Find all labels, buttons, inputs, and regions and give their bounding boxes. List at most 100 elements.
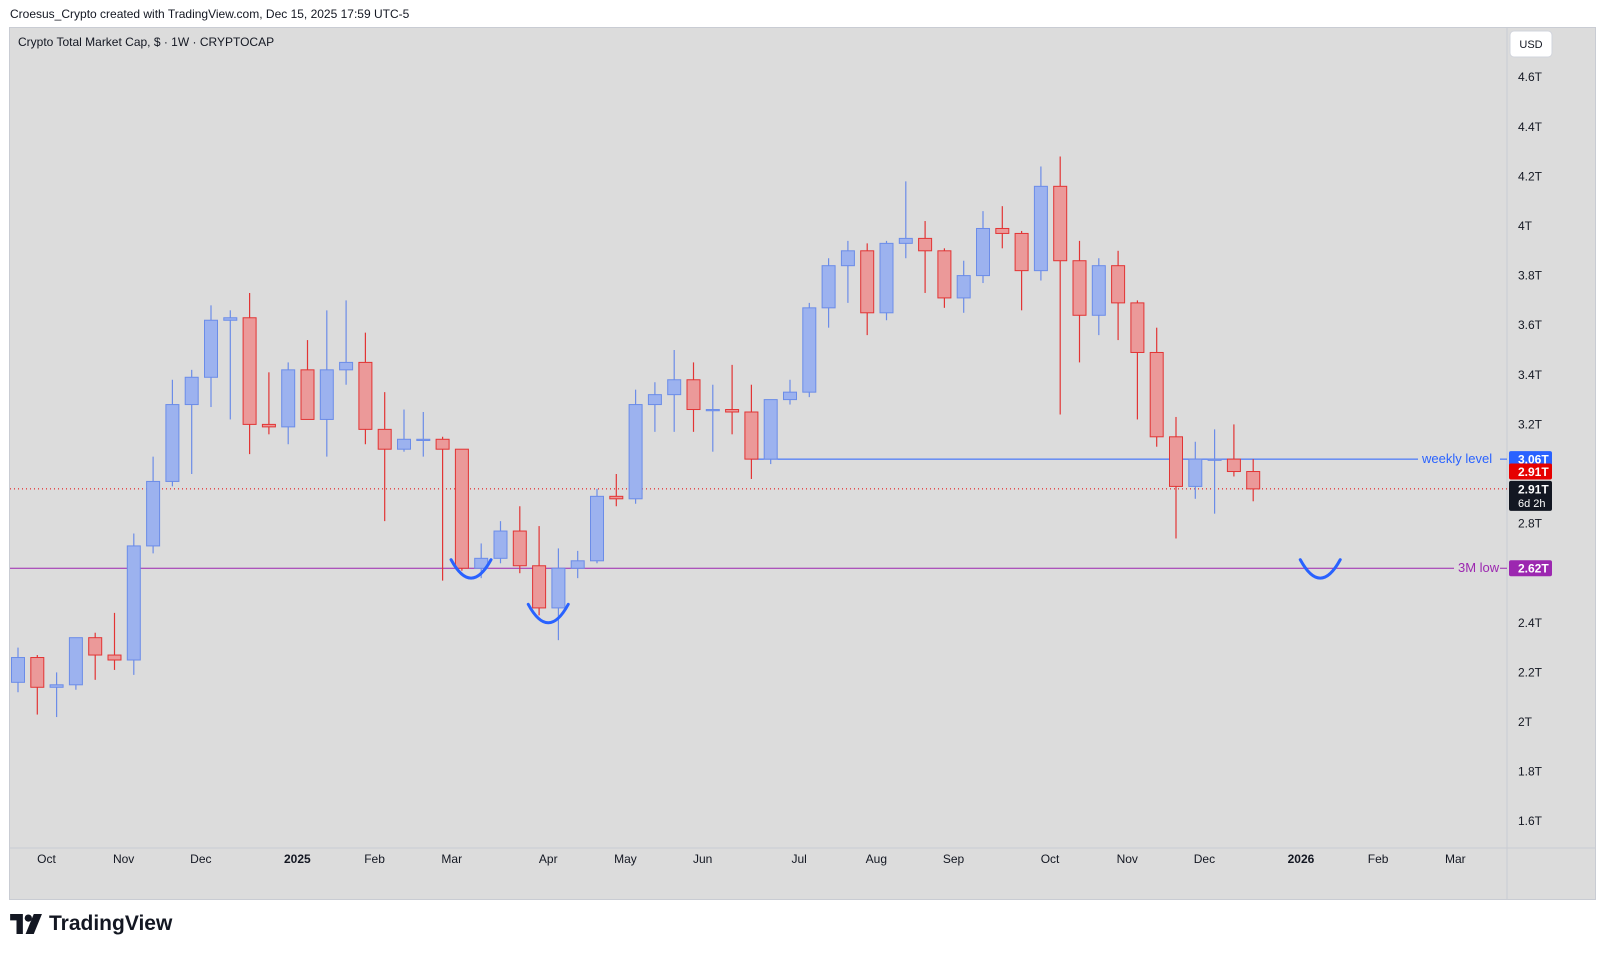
x-tick-label: Aug — [866, 852, 887, 866]
candle-body — [319, 369, 334, 420]
arc-march — [449, 558, 493, 580]
candle-body — [339, 361, 354, 371]
candle-body — [898, 237, 913, 244]
currency-button[interactable]: USD — [1509, 30, 1553, 58]
y-tick-label: 2.4T — [1518, 616, 1543, 630]
candle-body — [840, 250, 855, 267]
candle — [242, 292, 257, 455]
candle-body — [1130, 302, 1145, 353]
arc-projection — [1298, 558, 1342, 580]
candle-body — [1207, 458, 1222, 461]
candle — [281, 362, 296, 445]
candle-body — [705, 409, 720, 412]
current-price-tag: 2.91T — [1518, 482, 1549, 496]
bar-countdown: 6d 2h — [1518, 498, 1546, 510]
candle — [1091, 258, 1106, 336]
price-axis[interactable]: 1.6T 1.8T 2T 2.2T 2.4T 2.8T 3.2T 3.4T 3.6T 3.8T 4T… — [1518, 70, 1543, 828]
x-tick-label: Jul — [791, 852, 806, 866]
x-tick-label: Dec — [1194, 852, 1215, 866]
candle-body — [261, 423, 276, 428]
candle-body — [377, 428, 392, 450]
chart-caption: Croesus_Crypto created with TradingView.… — [10, 7, 410, 21]
candle-body — [667, 379, 682, 396]
weekly-level-tag-bg — [1509, 451, 1552, 468]
candle-body — [956, 275, 971, 299]
chart-canvas[interactable]: Crypto Total Market Cap, $ · 1W · CRYPTO… — [10, 28, 1595, 899]
horizontal-lines: weekly level 3M low — [10, 451, 1507, 575]
candle-body — [725, 409, 740, 413]
y-tick-label: 1.6T — [1518, 814, 1543, 828]
candle-body — [1053, 185, 1068, 262]
candle-body — [1246, 471, 1261, 490]
close-price-tag: 2.91T — [1518, 465, 1549, 479]
candle-body — [68, 637, 83, 686]
y-tick-label: 4.4T — [1518, 120, 1543, 134]
candle-body — [184, 376, 199, 406]
candle-body — [49, 684, 64, 688]
candle — [802, 302, 817, 398]
plot-area[interactable] — [10, 28, 1507, 848]
candle-body — [1188, 458, 1203, 487]
candle — [860, 243, 875, 336]
candle — [532, 526, 547, 616]
candle — [300, 340, 315, 420]
candle — [590, 488, 604, 564]
y-tick-label: 4.2T — [1518, 169, 1543, 183]
candle — [49, 672, 64, 718]
x-tick-label: Dec — [190, 852, 211, 866]
annotations — [449, 558, 1342, 625]
candle — [261, 372, 276, 435]
tradingview-logo[interactable]: TradingView — [10, 912, 172, 936]
candle-body — [1111, 265, 1126, 304]
candle — [667, 350, 682, 432]
time-axis[interactable]: Oct Nov Dec 2025 Feb Mar Apr May Jun Jul Aug Sep Oct… — [37, 852, 1466, 866]
close-price-tag-bg — [1509, 463, 1552, 480]
tradingview-logo-icon — [10, 914, 42, 934]
y-tick-label: 2T — [1518, 715, 1533, 729]
candle — [551, 548, 566, 641]
y-tick-label: 1.8T — [1518, 765, 1543, 779]
x-tick-label: Feb — [1368, 852, 1389, 866]
candle-body — [937, 250, 952, 299]
candle — [1169, 416, 1183, 539]
candle — [1053, 156, 1068, 415]
candle — [11, 647, 25, 693]
candle — [976, 211, 990, 284]
candle — [339, 300, 354, 385]
y-tick-label: 3.6T — [1518, 318, 1543, 332]
candle-body — [1091, 265, 1106, 316]
candle — [88, 632, 103, 680]
current-price-tag-bg — [1509, 480, 1552, 511]
candle — [223, 310, 238, 420]
candle — [1014, 230, 1029, 311]
candle-body — [512, 530, 527, 567]
candle — [570, 550, 585, 579]
weekly-level-label: weekly level — [1421, 451, 1492, 466]
candle-body — [88, 637, 103, 656]
y-tick-label: 2.8T — [1518, 517, 1543, 531]
x-tick-label: 2025 — [284, 852, 311, 866]
y-tick-label: 2.2T — [1518, 665, 1543, 679]
candle-body — [454, 448, 469, 569]
weekly-level-tag: 3.06T — [1518, 453, 1549, 467]
candle — [68, 637, 83, 690]
candle — [609, 474, 624, 507]
candle-body — [976, 227, 990, 277]
candle — [165, 379, 180, 487]
candle — [1207, 429, 1222, 514]
candle-body — [763, 399, 778, 460]
x-tick-label: Sep — [943, 852, 965, 866]
candle-body — [416, 438, 431, 441]
x-tick-label: Apr — [539, 852, 558, 866]
candle-body — [744, 411, 759, 460]
candle — [1149, 327, 1164, 447]
candle-body — [551, 567, 566, 609]
candle — [821, 258, 836, 328]
chart-frame[interactable]: Crypto Total Market Cap, $ · 1W · CRYPTO… — [9, 27, 1596, 900]
candle — [319, 310, 334, 457]
candle-body — [204, 319, 218, 378]
candle — [686, 362, 701, 432]
3m-low-tag: 2.62T — [1518, 562, 1549, 576]
y-tick-label: 3.2T — [1518, 417, 1543, 431]
currency-label: USD — [1519, 39, 1542, 51]
